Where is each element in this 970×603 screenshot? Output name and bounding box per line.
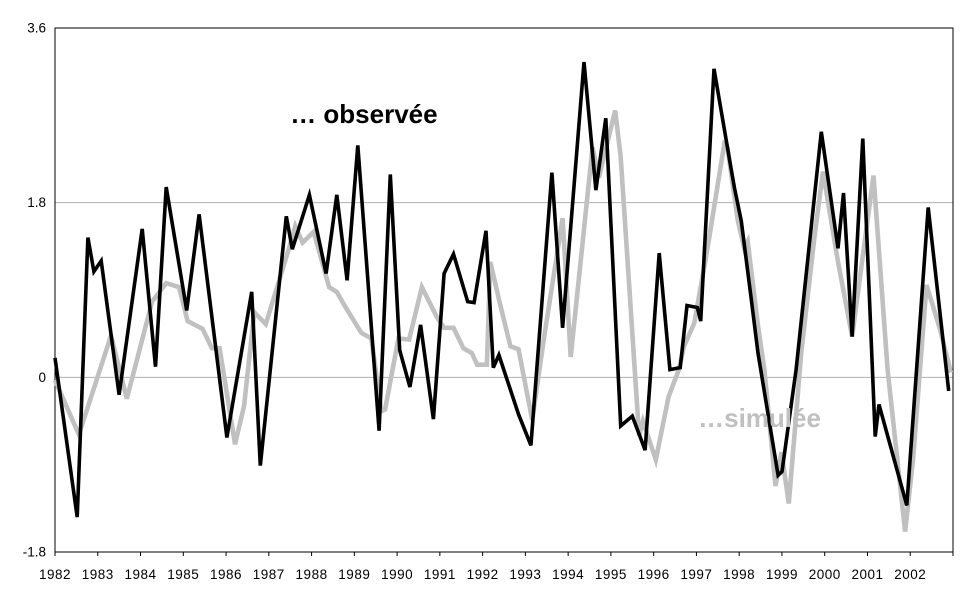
- x-tick-label-1982: 1982: [39, 567, 71, 582]
- y-tick-label-1.8: 1.8: [27, 195, 46, 210]
- x-tick-label-1984: 1984: [125, 567, 157, 582]
- x-tick-label-1998: 1998: [723, 567, 755, 582]
- label-observee: … observée: [290, 99, 437, 129]
- x-tick-label-1983: 1983: [82, 567, 114, 582]
- x-tick-label-1988: 1988: [296, 567, 328, 582]
- x-tick-label-1989: 1989: [338, 567, 370, 582]
- y-tick-label-3.6: 3.6: [27, 21, 46, 36]
- x-tick-label-1987: 1987: [253, 567, 285, 582]
- x-tick-label-1996: 1996: [638, 567, 670, 582]
- x-tick-label-2000: 2000: [809, 567, 841, 582]
- x-tick-label-1997: 1997: [680, 567, 712, 582]
- y-tick-label-0: 0: [38, 370, 46, 385]
- x-tick-label-1991: 1991: [424, 567, 456, 582]
- x-tick-label-1993: 1993: [509, 567, 541, 582]
- x-tick-label-1994: 1994: [552, 567, 584, 582]
- label-simulee: …simulée: [698, 403, 821, 433]
- x-tick-label-1986: 1986: [210, 567, 242, 582]
- x-tick-label-1990: 1990: [381, 567, 413, 582]
- y-tick-label--1.8: -1.8: [23, 545, 46, 560]
- plot-border: [54, 27, 954, 553]
- x-tick-label-1985: 1985: [167, 567, 199, 582]
- x-tick-label-2001: 2001: [851, 567, 883, 582]
- x-tick-label-1995: 1995: [595, 567, 627, 582]
- x-tick-label-2002: 2002: [894, 567, 926, 582]
- x-tick-label-1999: 1999: [766, 567, 798, 582]
- series-observe-line: [53, 61, 951, 518]
- x-tick-label-1992: 1992: [467, 567, 499, 582]
